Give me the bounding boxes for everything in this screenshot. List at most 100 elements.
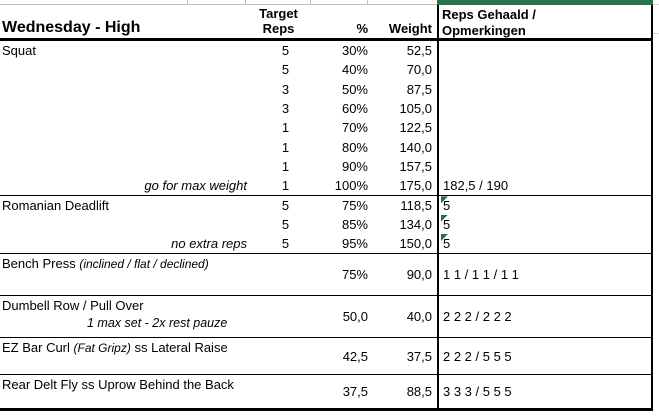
column-gridline-tick — [367, 0, 368, 4]
exercise-name-cell[interactable] — [0, 60, 247, 79]
percent-cell[interactable]: 40% — [341, 62, 368, 78]
result-cell[interactable]: 5 — [437, 233, 653, 254]
percent-cell[interactable]: 95% — [341, 236, 368, 252]
percent-cell[interactable]: 100% — [334, 178, 368, 194]
target-reps-cell[interactable]: 5 — [281, 236, 290, 252]
col-header-results[interactable]: Reps Gehaald / Opmerkingen — [437, 5, 653, 38]
exercise-name: Rear Delt Fly ss Uprow Behind the Back — [2, 377, 234, 393]
col-header-target-reps[interactable]: Target Reps — [247, 6, 310, 38]
exercise-name-cell[interactable]: Rear Delt Fly ss Uprow Behind the Back — [0, 375, 247, 408]
table-row: 1 80% 140,0 — [0, 137, 653, 157]
col-header-pct[interactable]: % — [310, 21, 372, 38]
exercise-name: Dumbell Row / Pull Over — [2, 298, 144, 314]
exercise-name-cell[interactable]: EZ Bar Curl (Fat Gripz) ss Lateral Raise — [0, 338, 247, 374]
result-cell[interactable]: 182,5 / 190 — [437, 176, 653, 196]
target-reps-cell[interactable] — [247, 375, 310, 408]
weight-cell[interactable]: 150,0 — [399, 236, 432, 252]
result-cell[interactable]: 1 1 / 1 1 / 1 1 — [437, 254, 653, 296]
exercise-name-cell[interactable] — [0, 99, 247, 118]
exercise-name-cell[interactable]: Dumbell Row / Pull Over 1 max set - 2x r… — [0, 296, 247, 337]
percent-cell[interactable]: 60% — [341, 101, 368, 117]
col-header-line: Weight — [388, 21, 432, 36]
result-cell[interactable] — [437, 79, 653, 99]
weight-cell[interactable]: 88,5 — [406, 384, 432, 400]
percent-cell[interactable]: 75% — [341, 267, 368, 283]
result-cell[interactable] — [437, 41, 653, 61]
target-reps-cell[interactable]: 1 — [281, 158, 290, 174]
weight-cell[interactable]: 118,5 — [400, 198, 432, 214]
target-reps-cell[interactable]: 1 — [281, 139, 290, 155]
weight-cell[interactable]: 70,0 — [406, 62, 432, 78]
weight-cell[interactable]: 157,5 — [399, 158, 432, 174]
exercise-name-cell[interactable]: Romanian Deadlift — [0, 196, 247, 214]
weight-cell[interactable]: 175,0 — [399, 178, 432, 194]
col-header-weight[interactable]: Weight — [372, 21, 437, 38]
table-row: no extra reps 5 95% 150,0 5 — [0, 233, 653, 254]
exercise-section-dumbbell-row: Dumbell Row / Pull Over 1 max set - 2x r… — [0, 295, 653, 338]
result-value: 5 — [443, 198, 451, 214]
target-reps-cell[interactable]: 5 — [281, 62, 290, 78]
sheet-title: Wednesday - High — [2, 19, 141, 36]
target-reps-cell[interactable]: 5 — [281, 43, 290, 59]
weight-cell[interactable]: 105,0 — [399, 101, 432, 117]
percent-cell[interactable]: 50% — [341, 81, 368, 97]
percent-cell[interactable]: 75% — [341, 198, 368, 214]
percent-cell[interactable]: 70% — [341, 120, 368, 136]
exercise-name: Squat — [2, 43, 36, 59]
percent-cell[interactable]: 30% — [341, 43, 368, 59]
result-cell[interactable] — [437, 156, 653, 177]
exercise-name-cell[interactable] — [0, 118, 247, 137]
weight-cell[interactable]: 52,5 — [406, 43, 432, 59]
exercise-name-suffix: ss Lateral Raise — [130, 340, 228, 356]
target-reps-cell[interactable]: 1 — [281, 178, 290, 194]
exercise-name-cell[interactable]: go for max weight — [0, 176, 247, 195]
result-cell[interactable]: 5 — [437, 196, 653, 215]
percent-cell[interactable]: 80% — [341, 139, 368, 155]
result-cell[interactable] — [437, 118, 653, 138]
col-header-line: Opmerkingen — [442, 23, 526, 38]
percent-cell[interactable]: 90% — [341, 158, 368, 174]
result-cell[interactable]: 2 2 2 / 2 2 2 — [437, 296, 653, 338]
exercise-name-cell[interactable] — [0, 137, 247, 156]
result-value: 5 — [443, 236, 451, 252]
exercise-name-cell[interactable] — [0, 157, 247, 176]
exercise-section-bench-press: Bench Press (inclined / flat / declined)… — [0, 253, 653, 296]
result-cell[interactable] — [437, 60, 653, 80]
target-reps-cell[interactable]: 5 — [281, 216, 290, 232]
col-header-line: % — [356, 21, 368, 36]
exercise-name-cell[interactable] — [0, 80, 247, 99]
result-cell[interactable]: 2 2 2 / 5 5 5 — [437, 338, 653, 375]
target-reps-cell[interactable]: 3 — [281, 101, 290, 117]
percent-cell[interactable]: 42,5 — [342, 348, 368, 364]
weight-cell[interactable]: 37,5 — [406, 348, 432, 364]
target-reps-cell[interactable] — [247, 338, 310, 374]
result-cell[interactable]: 3 3 3 / 5 5 5 — [437, 375, 653, 409]
exercise-name-cell[interactable] — [0, 215, 247, 234]
target-reps-cell[interactable]: 1 — [281, 120, 290, 136]
section-note: 1 max set - 2x rest pauze — [87, 316, 228, 331]
weight-cell[interactable]: 87,5 — [406, 81, 432, 97]
percent-cell[interactable]: 37,5 — [342, 384, 368, 400]
sheet-title-cell[interactable]: Wednesday - High — [0, 19, 247, 38]
target-reps-cell[interactable]: 3 — [281, 81, 290, 97]
result-cell[interactable] — [437, 98, 653, 119]
green-corner-flag-icon — [441, 233, 448, 241]
weight-cell[interactable]: 122,5 — [399, 120, 432, 136]
weight-cell[interactable]: 140,0 — [399, 139, 432, 155]
target-reps-cell[interactable]: 5 — [281, 198, 290, 214]
weight-cell[interactable]: 40,0 — [406, 309, 432, 325]
table-bottom-border — [0, 408, 653, 412]
percent-cell[interactable]: 50,0 — [342, 309, 368, 325]
exercise-name-cell[interactable]: no extra reps — [0, 234, 247, 253]
result-cell[interactable]: 5 — [437, 214, 653, 234]
weight-cell[interactable]: 134,0 — [399, 216, 432, 232]
table-row: go for max weight 1 100% 175,0 182,5 / 1… — [0, 176, 653, 196]
percent-cell[interactable]: 85% — [341, 216, 368, 232]
exercise-name-cell[interactable]: Squat — [0, 41, 247, 60]
target-reps-cell[interactable] — [247, 296, 310, 337]
weight-cell[interactable]: 90,0 — [406, 267, 432, 283]
exercise-name-cell[interactable]: Bench Press (inclined / flat / declined) — [0, 254, 247, 295]
result-cell[interactable] — [437, 137, 653, 157]
target-reps-cell[interactable] — [247, 254, 310, 295]
header-row: Wednesday - High Target Reps % Weight Re… — [0, 5, 653, 41]
